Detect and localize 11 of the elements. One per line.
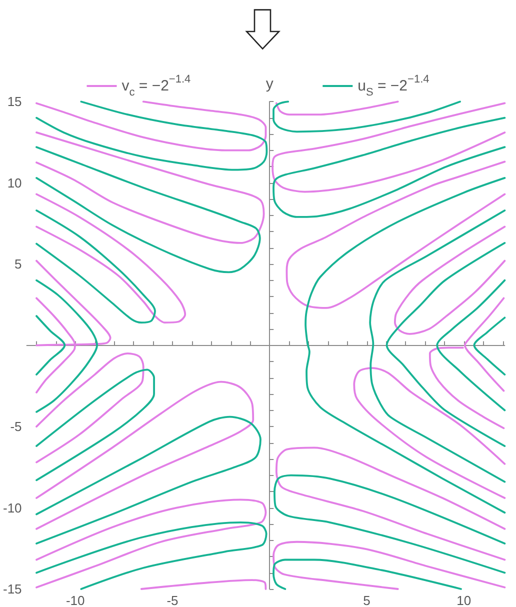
y-tick-label: 10 <box>7 175 22 190</box>
y-tick-label: -15 <box>2 582 22 596</box>
y-axis-title: y <box>266 76 274 93</box>
x-tick-label: 10 <box>456 593 472 607</box>
y-tick-label: -10 <box>2 500 22 516</box>
y-tick-label: 5 <box>14 256 22 272</box>
y-tick-label: -5 <box>10 419 22 434</box>
x-tick-label: 5 <box>363 593 370 607</box>
x-tick-label: -10 <box>66 593 85 607</box>
y-tick-label: 15 <box>7 94 22 110</box>
x-tick-label: -5 <box>166 593 178 607</box>
